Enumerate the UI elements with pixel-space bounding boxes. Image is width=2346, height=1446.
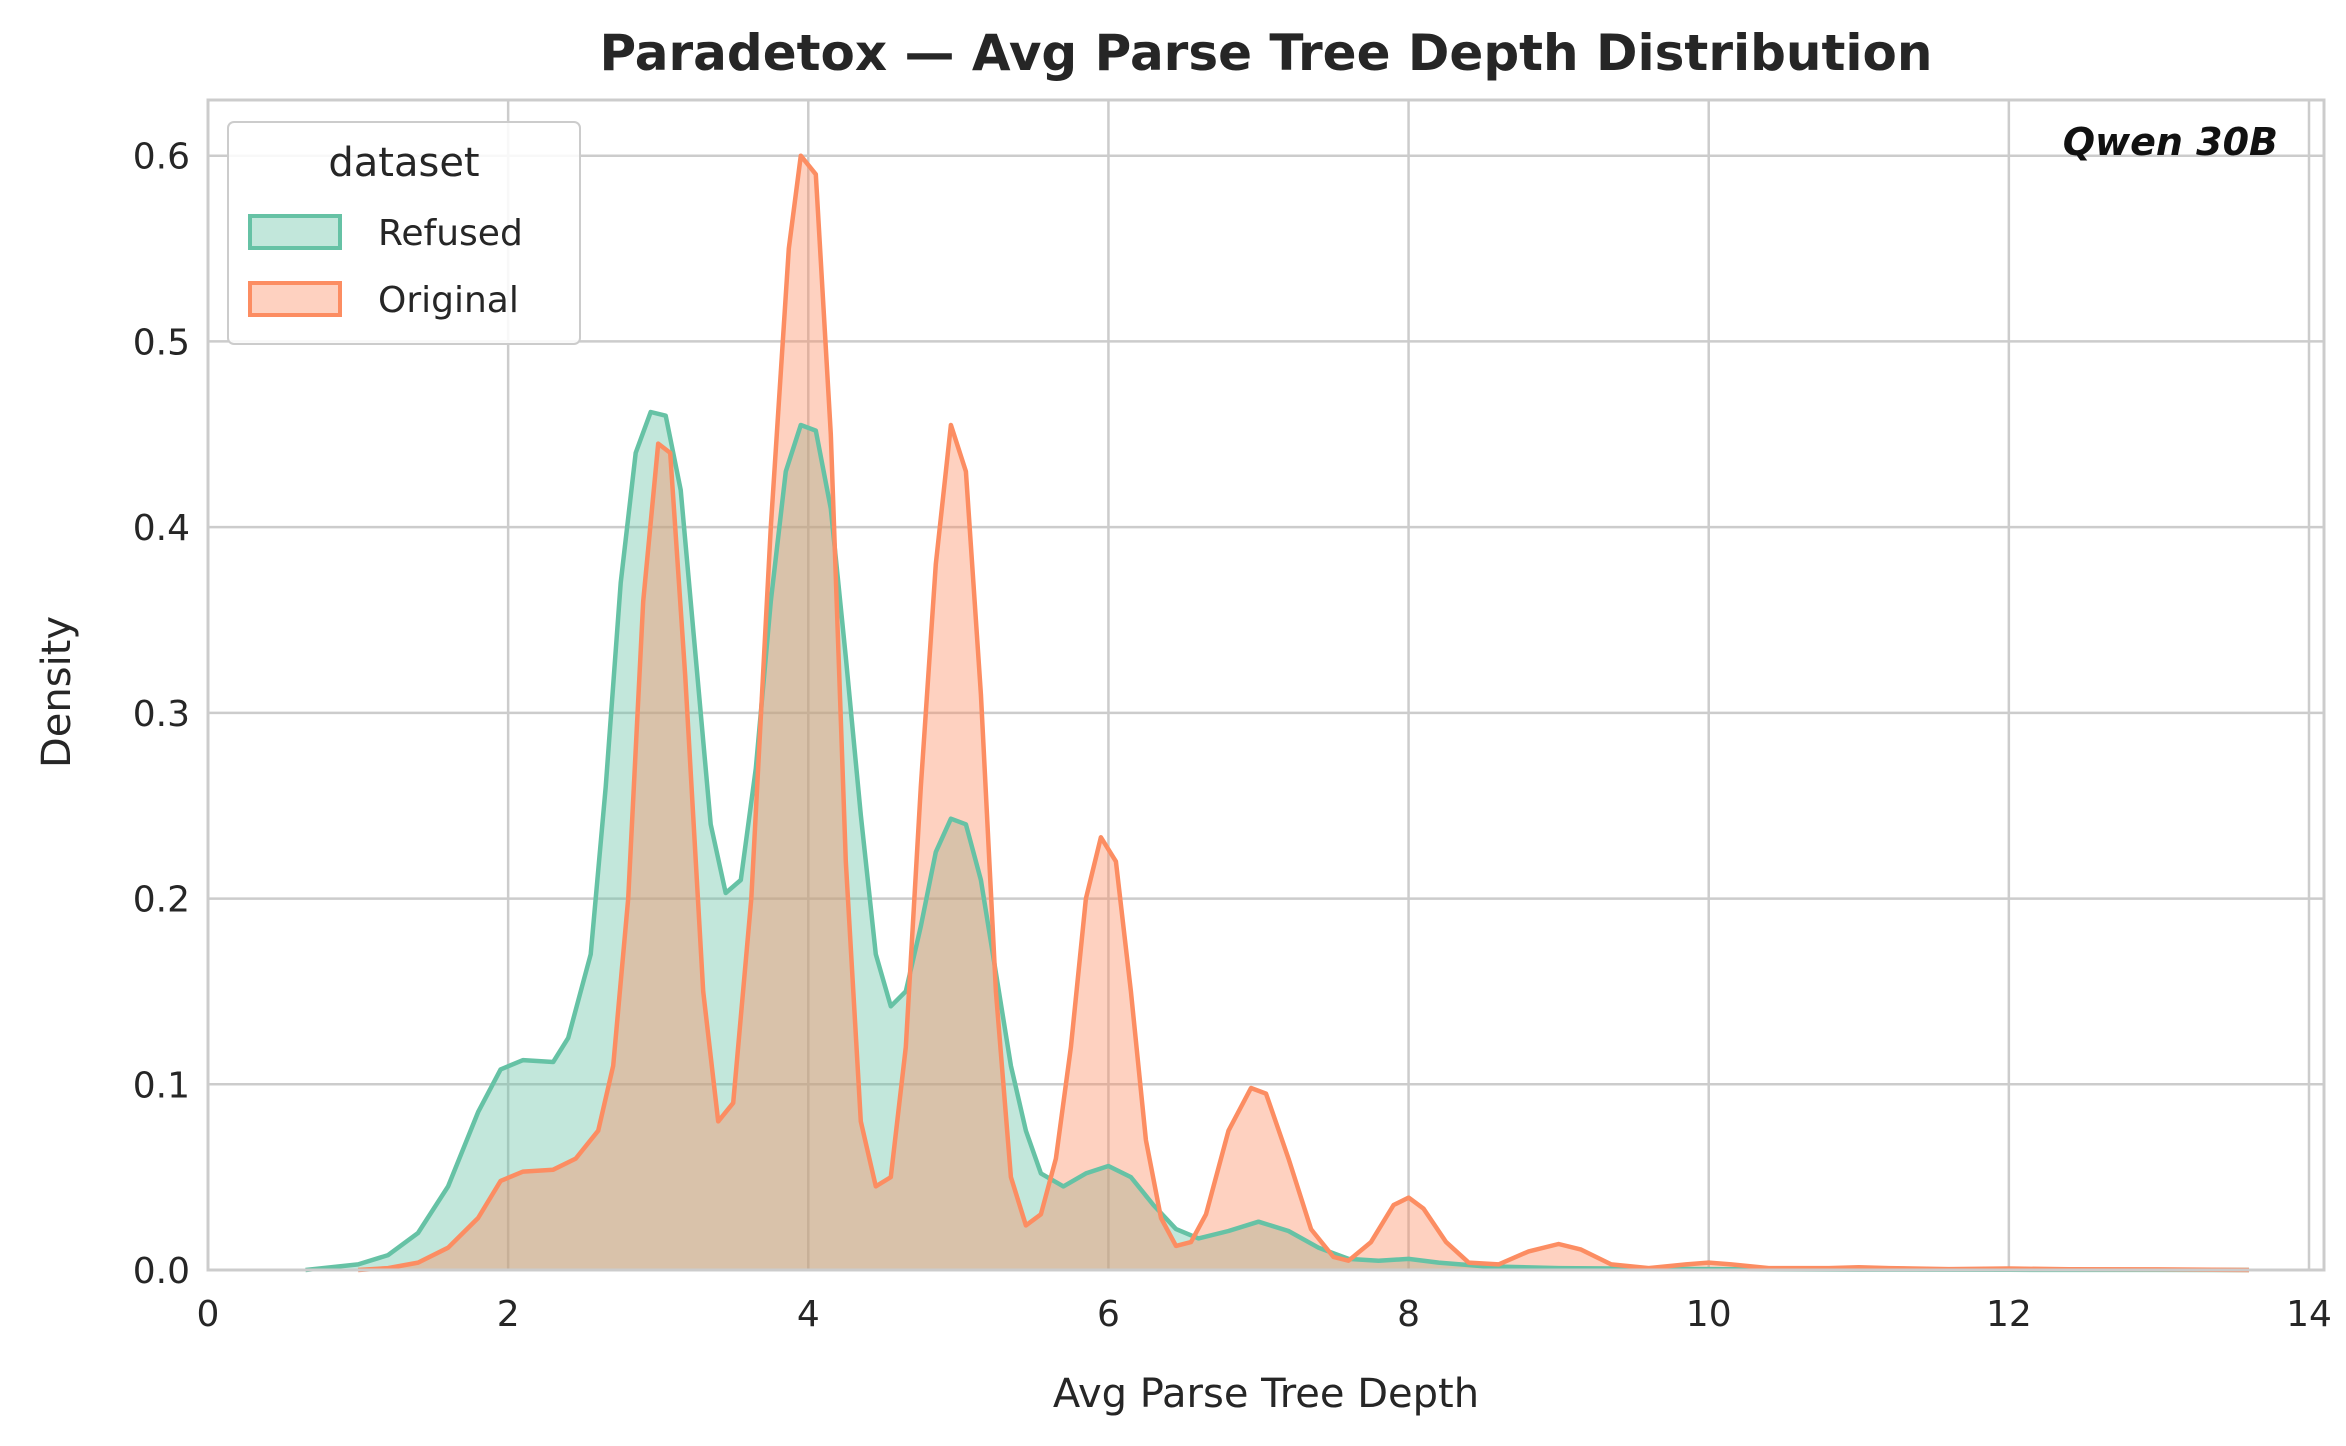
x-tick-label: 6 [1097,1294,1120,1335]
legend: dataset Refused Original [227,121,581,345]
density-lines [305,153,2250,1273]
y-tick-label: 0.3 [133,694,190,735]
density-areas [305,155,2250,1271]
x-axis-ticks: 0 2 4 6 8 10 12 14 [197,1294,2332,1335]
x-tick-label: 14 [2286,1294,2332,1335]
x-tick-label: 10 [1686,1294,1732,1335]
legend-swatch-refused [248,214,342,250]
x-tick-label: 4 [797,1294,820,1335]
y-tick-label: 0.6 [133,137,190,178]
y-tick-label: 0.5 [133,322,190,363]
plot-frame [206,98,2326,1272]
model-annotation: Qwen 30B [2063,120,2278,164]
x-tick-label: 2 [497,1294,520,1335]
legend-swatch-original [248,281,342,317]
y-tick-label: 0.0 [133,1251,190,1292]
line-refused [305,409,2250,1273]
y-axis-ticks: 0.0 0.1 0.2 0.3 0.4 0.5 0.6 [133,137,190,1292]
legend-label-original: Original [378,280,519,321]
x-tick-label: 12 [1986,1294,2032,1335]
y-axis-title: Density [34,616,80,768]
y-tick-label: 0.2 [133,880,190,921]
y-tick-label: 0.4 [133,508,190,549]
x-tick-label: 8 [1397,1294,1420,1335]
legend-label-refused: Refused [378,213,523,254]
legend-box [227,121,581,345]
x-axis-title: Avg Parse Tree Depth [1053,1371,1479,1417]
y-tick-label: 0.1 [133,1065,190,1106]
area-refused [305,412,2249,1270]
chart-title: Paradetox — Avg Parse Tree Depth Distrib… [599,24,1932,82]
legend-title: dataset [328,140,479,186]
line-original [357,153,2250,1273]
x-tick-label: 0 [197,1294,220,1335]
area-original [358,155,2250,1271]
